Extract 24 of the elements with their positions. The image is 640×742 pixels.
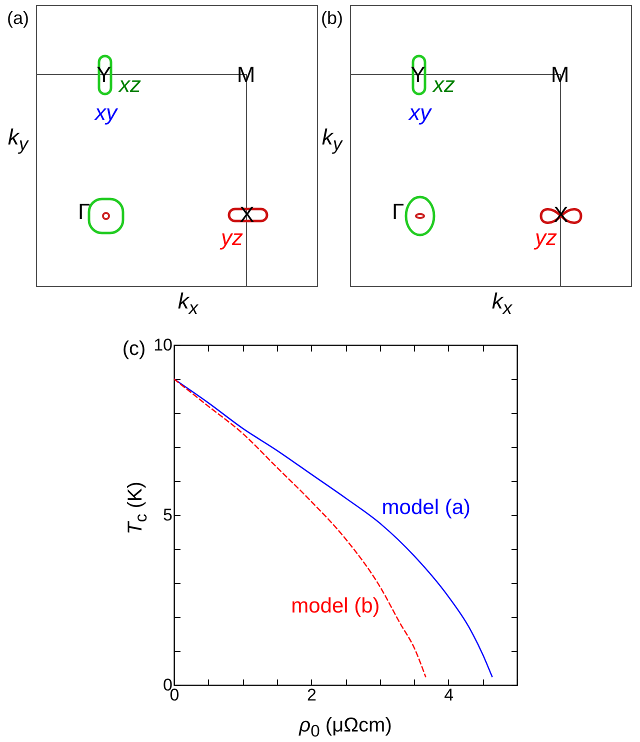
text: Γ: [392, 199, 404, 224]
text: M: [236, 62, 256, 87]
text: (a): [7, 8, 29, 28]
text: xy: [95, 100, 117, 125]
text: k$_{y}$: [322, 124, 342, 154]
chart-title: (c): [122, 338, 146, 360]
series-label: model (b): [291, 594, 380, 618]
y-tick-label: 10: [154, 336, 172, 354]
text: k$_{y}$: [8, 124, 28, 154]
line-series: [174, 378, 493, 678]
text: yz: [535, 225, 557, 250]
text: xy: [409, 100, 431, 125]
text: xz: [433, 72, 455, 97]
series-label: model (a): [382, 496, 471, 520]
text: xz: [119, 72, 141, 97]
y-tick-label: 5: [163, 506, 172, 524]
text: yz: [221, 225, 243, 250]
text: k$_{x}$: [178, 288, 198, 318]
x-tick-label: 4: [444, 686, 454, 704]
x-tick-label: 2: [306, 686, 316, 704]
x-axis-title: ρ$_{0}$ (μΩcm): [299, 714, 392, 741]
text: M: [550, 62, 570, 87]
text: k$_{x}$: [492, 288, 512, 318]
text: (b): [321, 8, 343, 28]
